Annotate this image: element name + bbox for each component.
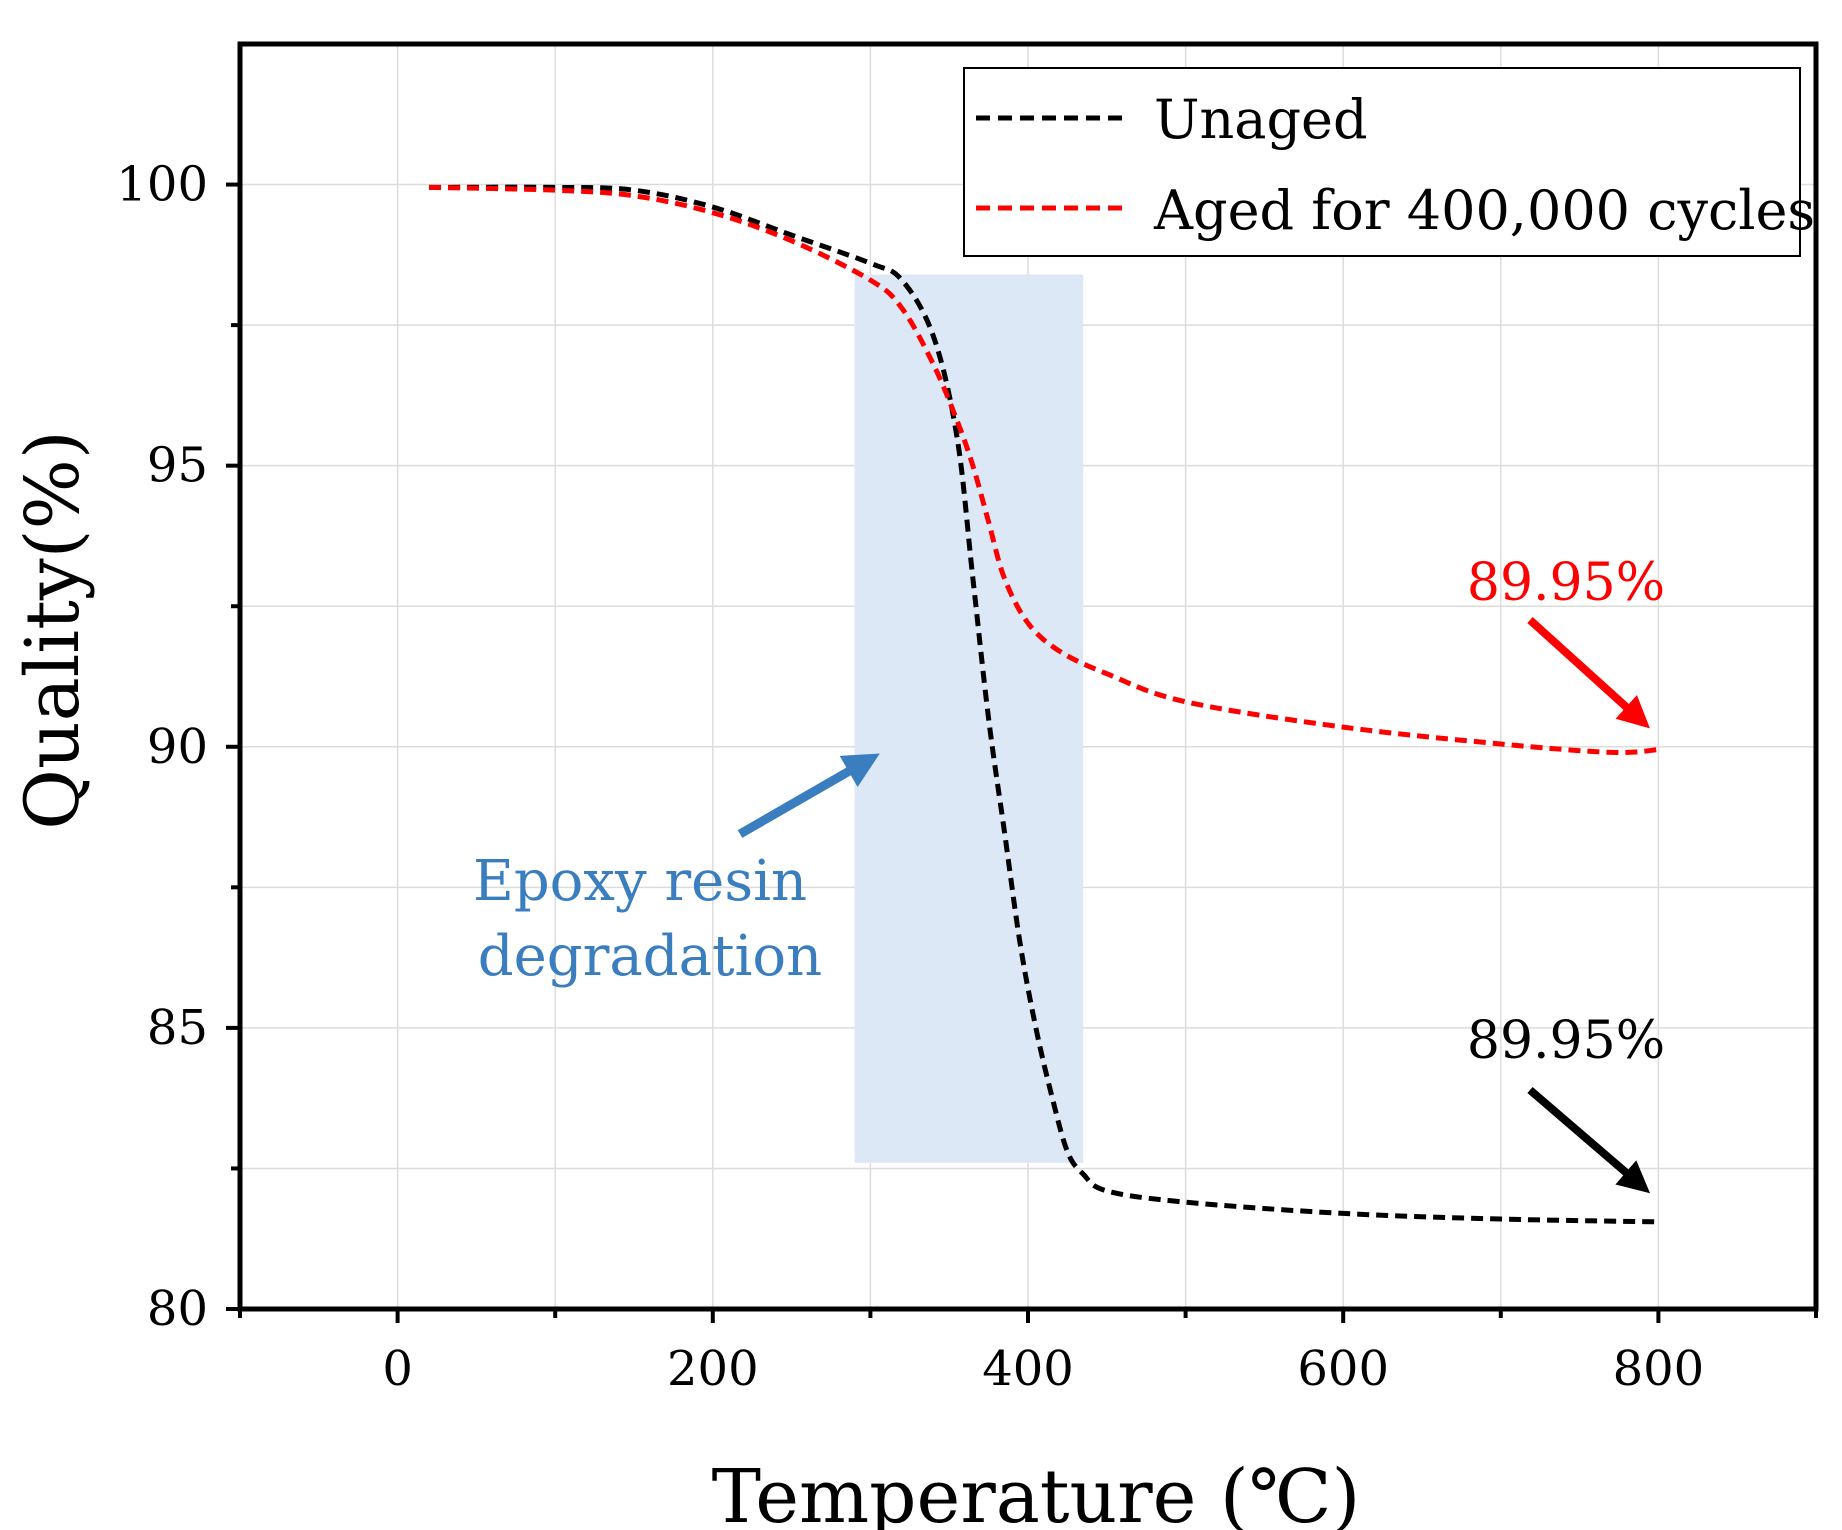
x-tick-label: 400 xyxy=(982,1341,1074,1397)
y-tick-label: 100 xyxy=(116,157,208,213)
epoxy-degradation-region xyxy=(854,274,1084,1163)
annotation-epoxy-arrow xyxy=(737,753,880,838)
annotation-unaged-arrow xyxy=(1527,1086,1651,1194)
annotation-aged-arrow xyxy=(1527,617,1650,729)
annotation-epoxy-line2: degradation xyxy=(478,924,822,989)
series-layer xyxy=(429,184,1659,1225)
annotation-epoxy-line1: Epoxy resin xyxy=(473,849,807,914)
legend-box xyxy=(963,67,1801,257)
y-tick-label: 85 xyxy=(147,1000,208,1056)
x-axis-label: Temperature (℃) xyxy=(712,1454,1361,1530)
series-line-aged xyxy=(429,184,1659,756)
y-tick-label: 80 xyxy=(147,1281,208,1337)
x-tick-label: 0 xyxy=(382,1341,413,1397)
annotation-unaged-value: 89.95% xyxy=(1467,1011,1665,1071)
legend-label-unaged: Unaged xyxy=(1154,88,1368,151)
legend-label-aged: Aged for 400,000 cycles xyxy=(1153,179,1815,242)
legend: Unaged Aged for 400,000 cycles xyxy=(963,67,1815,257)
x-tick-label: 600 xyxy=(1297,1341,1389,1397)
series-line-unaged xyxy=(429,184,1659,1225)
x-tick-label: 800 xyxy=(1613,1341,1705,1397)
y-tick-label: 95 xyxy=(147,438,208,494)
axis-ticks xyxy=(226,182,1818,1323)
y-axis-label: Quality(%) xyxy=(10,430,96,829)
y-tick-label: 90 xyxy=(147,719,208,775)
annotation-aged-value: 89.95% xyxy=(1467,553,1665,613)
axis-tick-labels: 0 200 400 600 800 80 85 90 95 100 xyxy=(116,157,1704,1397)
annotations: Epoxy resin degradation 89.95% 89.95% xyxy=(473,553,1665,1194)
x-tick-label: 200 xyxy=(667,1341,759,1397)
